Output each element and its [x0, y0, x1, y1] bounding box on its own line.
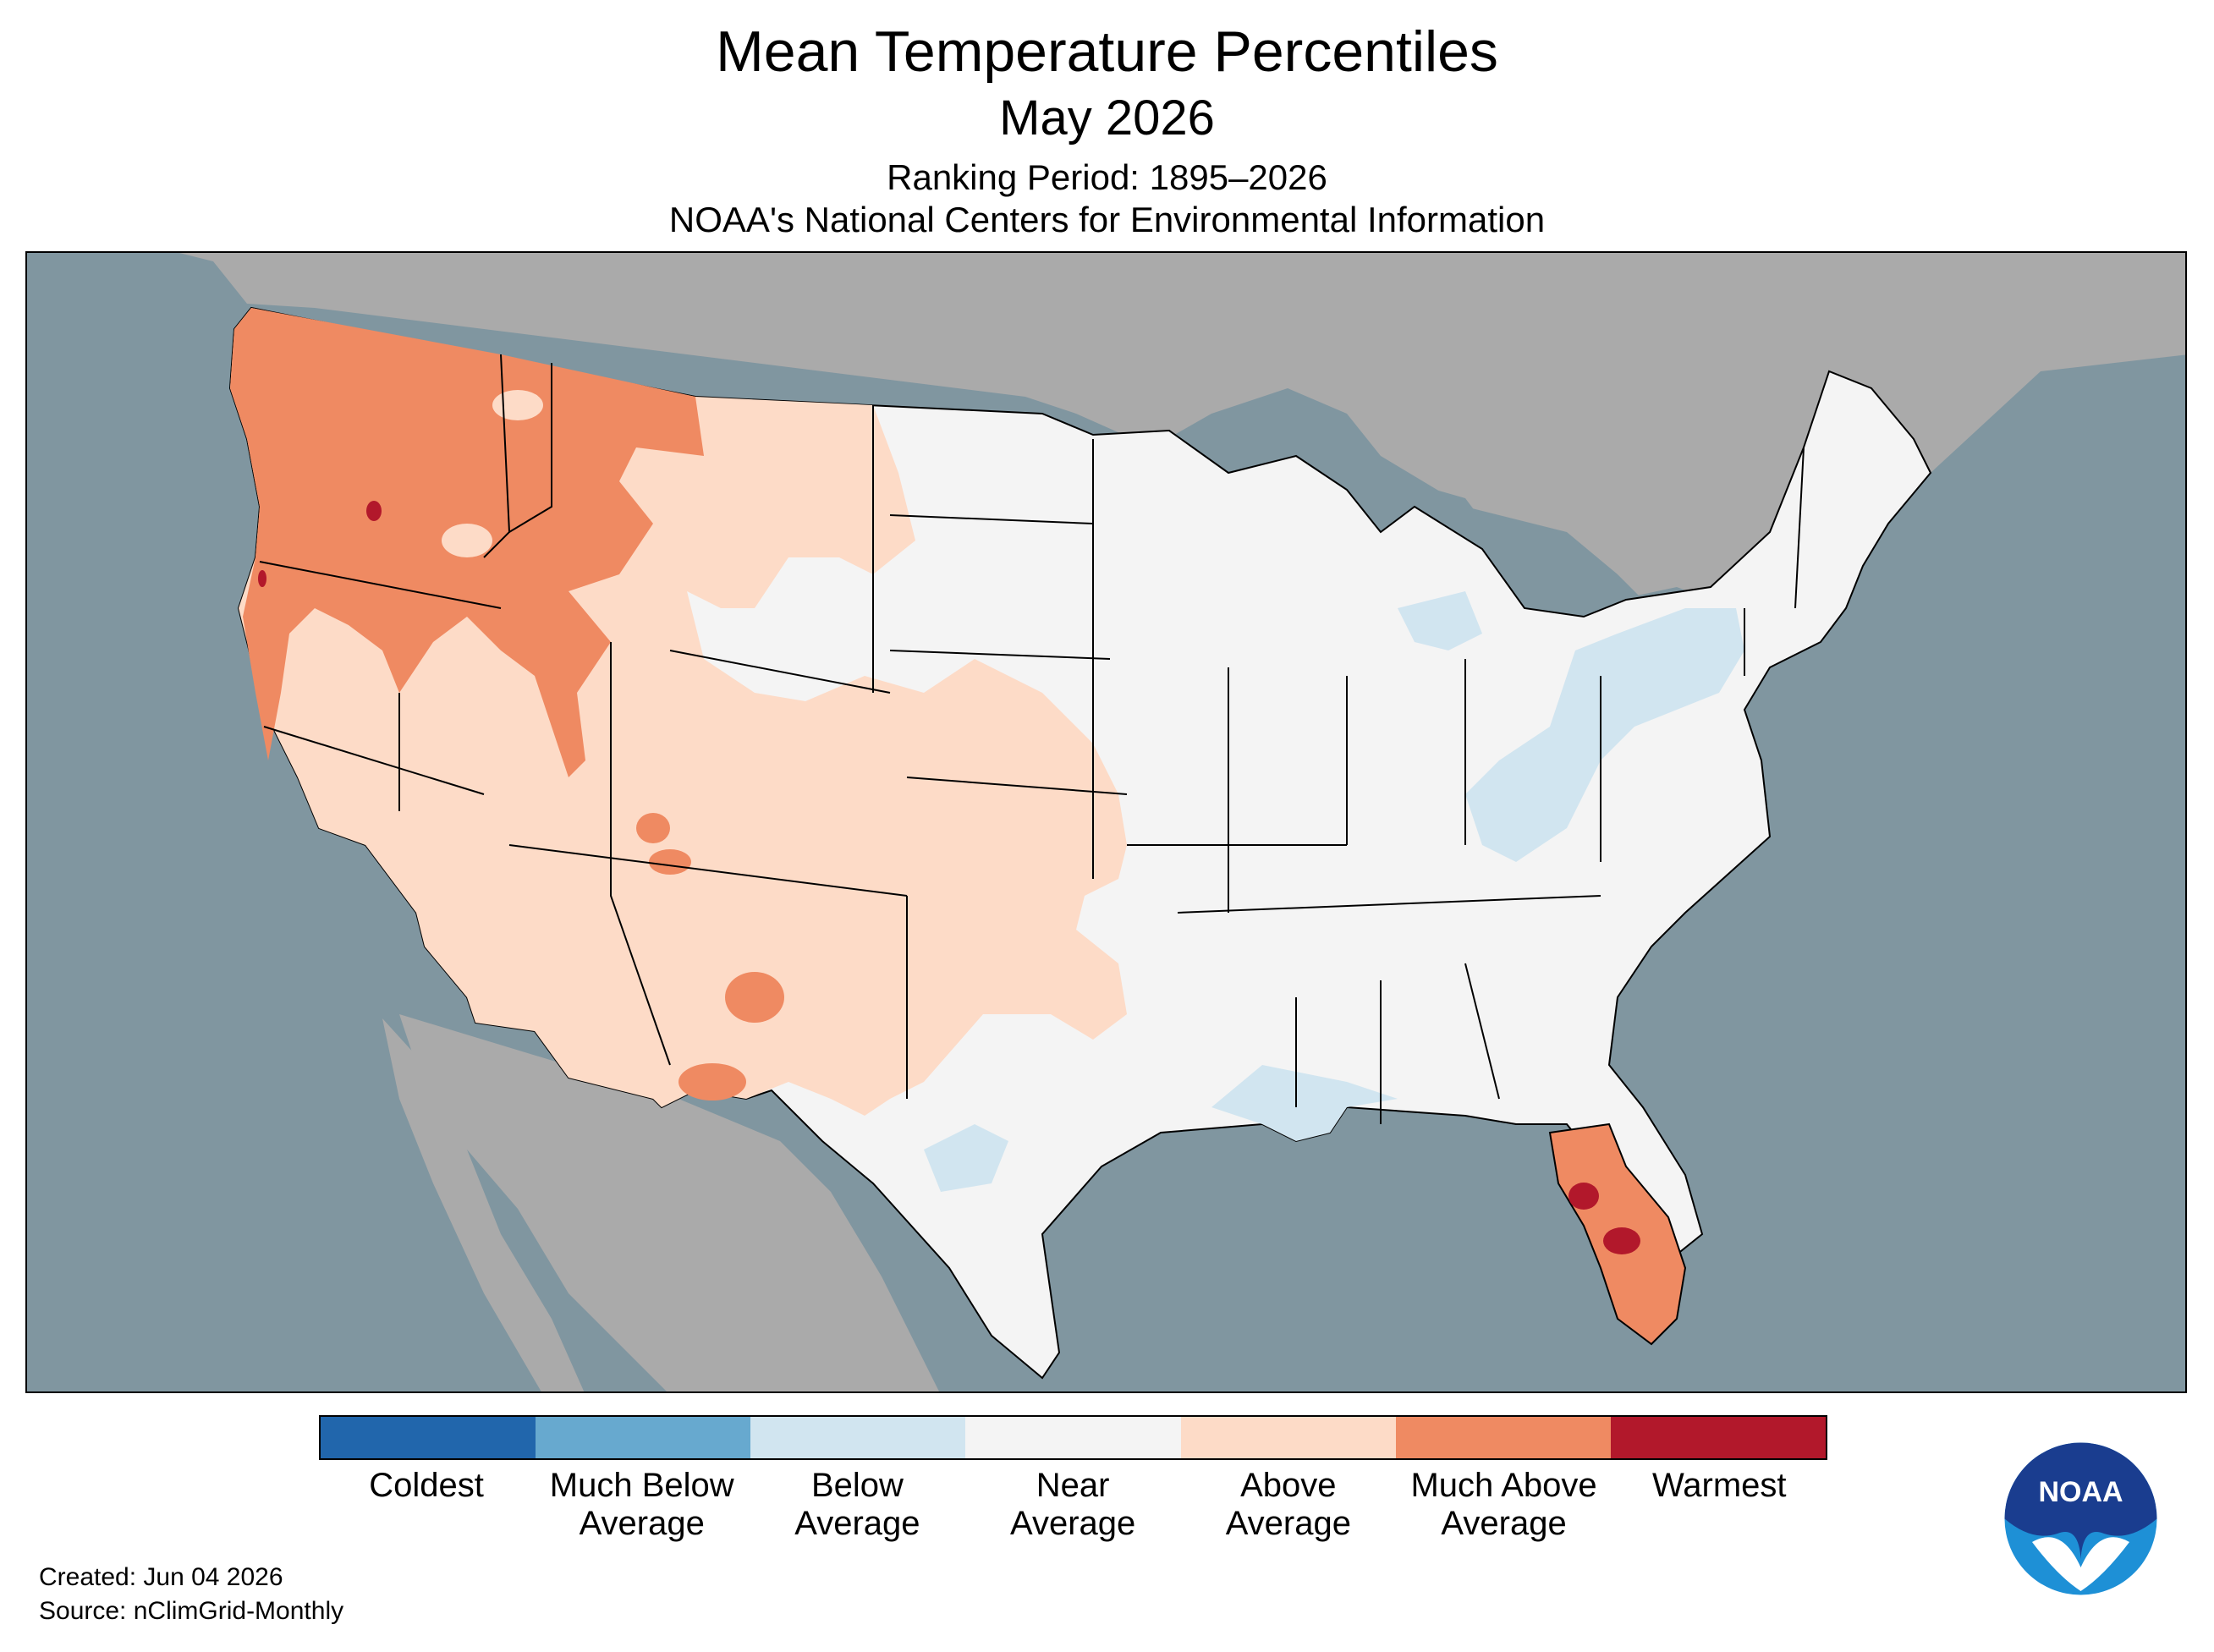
agency-credit: NOAA's National Centers for Environmenta… [668, 200, 1546, 239]
legend-label: Above Average [1181, 1467, 1396, 1543]
legend-label-line1: Above [1240, 1467, 1337, 1504]
legend-label-line1: Near [1036, 1467, 1110, 1504]
legend-swatch [750, 1417, 966, 1458]
or-warmest-spot [258, 570, 266, 587]
legend-label: Coldest [319, 1467, 534, 1505]
baja-peninsula [382, 1018, 585, 1391]
legend-label: Near Average [965, 1467, 1180, 1543]
legend-swatch [1180, 1417, 1396, 1458]
ranking-period: Ranking Period: 1895–2026 [887, 157, 1327, 197]
legend-label-line1: Much Below [549, 1467, 734, 1504]
legend-label-line2: Average [579, 1505, 705, 1542]
fl-warmest-spot [1603, 1227, 1640, 1254]
sw-much-above-spot [678, 1063, 746, 1100]
map-period: May 2026 [999, 91, 1215, 145]
legend-label-line1: Coldest [369, 1467, 484, 1504]
region-below-ohio-valley [1465, 608, 1744, 862]
canada-landmass [179, 253, 2185, 667]
legend-swatch [321, 1417, 536, 1458]
created-date: Created: Jun 04 2026 [39, 1563, 283, 1591]
legend-color-bar [319, 1415, 1827, 1460]
region-below-southeast [1211, 1065, 1398, 1141]
legend-swatch [1610, 1417, 1826, 1458]
legend-swatch [1395, 1417, 1611, 1458]
noaa-logo: NOAA [2004, 1442, 2157, 1595]
legend-label-line1: Below [810, 1467, 904, 1504]
legend-swatch [536, 1417, 751, 1458]
legend-label-line1: Warmest [1652, 1467, 1787, 1504]
lake-superior [1178, 414, 1347, 481]
sw-much-above-spot [649, 849, 691, 875]
nw-near-patch [442, 524, 492, 557]
legend-label-line2: Average [1225, 1505, 1351, 1542]
map-canvas [179, 253, 2185, 1391]
state-boundaries [259, 354, 1805, 1124]
legend-label: Below Average [750, 1467, 964, 1543]
legend-label-line2: Average [1010, 1505, 1136, 1542]
region-below-michigan [1398, 591, 1482, 650]
region-below-texas [924, 1124, 1008, 1192]
sw-much-above-spot [636, 813, 670, 843]
data-source: Source: nClimGrid-Monthly [39, 1597, 344, 1625]
nw-near-patch [492, 390, 543, 420]
legend-label: Much Above Average [1397, 1467, 1612, 1543]
legend-label-line1: Much Above [1410, 1467, 1597, 1504]
mexico-landmass [399, 1014, 939, 1391]
or-warmest-spot [366, 501, 382, 521]
legend-label-line2: Average [794, 1505, 920, 1542]
legend-label-line2: Average [1441, 1505, 1567, 1542]
noaa-logo-text: NOAA [2038, 1476, 2123, 1508]
temperature-percentile-map [25, 251, 2187, 1393]
legend-label: Much Below Average [535, 1467, 750, 1543]
legend-label: Warmest [1612, 1467, 1827, 1505]
legend-swatch [965, 1417, 1181, 1458]
sw-much-above-spot [725, 972, 784, 1023]
fl-warmest-spot [1568, 1183, 1599, 1210]
map-title: Mean Temperature Percentiles [716, 19, 1498, 84]
